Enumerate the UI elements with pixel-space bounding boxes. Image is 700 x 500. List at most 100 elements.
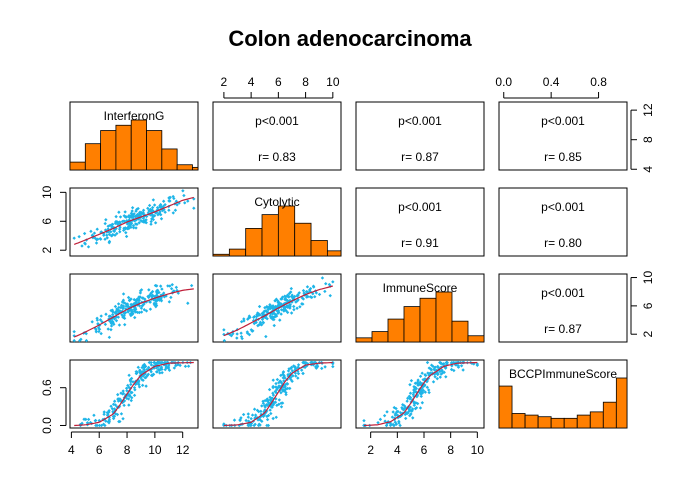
data-point [266, 413, 271, 418]
data-point [292, 307, 296, 312]
data-point [126, 397, 131, 401]
data-point [169, 295, 173, 300]
data-point [147, 288, 151, 292]
histogram-bar [326, 250, 342, 257]
data-point [289, 290, 293, 294]
data-point [328, 293, 332, 298]
panel-grid: InterferonG Cytolytic ImmuneScore BCCPImmun… [40, 75, 655, 457]
data-point [112, 322, 116, 326]
data-point [109, 223, 114, 227]
data-point [129, 398, 133, 403]
axis-tick-label: 10 [148, 443, 162, 457]
data-point [154, 284, 159, 288]
data-point [168, 284, 172, 288]
data-point [267, 305, 272, 309]
axis-tick-label: 0.0 [40, 417, 54, 434]
data-point [414, 406, 419, 410]
data-point [444, 375, 448, 379]
data-point [134, 226, 138, 230]
data-point [244, 418, 248, 423]
data-point [413, 385, 418, 390]
data-point [308, 286, 313, 291]
data-point [153, 298, 157, 302]
data-point [133, 306, 137, 310]
histogram-bar [100, 130, 117, 171]
data-point [131, 226, 136, 230]
variable-label-ImmuneScore: ImmuneScore [383, 281, 458, 295]
data-point [102, 410, 106, 414]
data-point [276, 311, 280, 315]
data-point [246, 412, 250, 416]
data-point [445, 360, 449, 365]
data-point [247, 423, 252, 427]
data-point [144, 384, 148, 388]
data-point [222, 423, 226, 427]
data-point [155, 289, 159, 293]
p-value-label: p<0.001 [255, 114, 299, 128]
data-point [159, 299, 164, 303]
data-point [186, 199, 190, 203]
data-point [130, 395, 134, 400]
data-point [408, 413, 412, 418]
variable-label-BCCPImmuneScore: BCCPImmuneScore [509, 367, 617, 381]
data-point [420, 401, 425, 405]
data-point [113, 233, 117, 237]
data-point [427, 366, 431, 370]
panel-frame-1-3 [498, 187, 628, 257]
axis-tick-label: 8 [302, 75, 309, 89]
data-point [411, 416, 415, 420]
data-point [72, 334, 76, 338]
data-point [411, 392, 415, 397]
data-point [111, 416, 116, 421]
data-point [116, 221, 121, 225]
r-value-label: r= 0.87 [401, 150, 439, 164]
data-point [265, 403, 270, 407]
data-point [408, 395, 413, 400]
data-point [273, 389, 277, 394]
histogram-bar [589, 411, 604, 429]
data-point [294, 300, 298, 304]
data-point [172, 366, 177, 370]
data-point [269, 411, 273, 416]
data-point [394, 413, 398, 417]
data-point [103, 237, 107, 241]
data-point [132, 393, 137, 398]
data-point [421, 377, 425, 382]
data-point [123, 210, 127, 214]
data-point [114, 318, 119, 323]
data-point [133, 388, 137, 392]
data-point [137, 221, 141, 225]
data-point [320, 366, 324, 371]
data-point [109, 404, 113, 409]
data-point [265, 398, 269, 403]
data-point [140, 377, 144, 382]
data-point [119, 303, 124, 307]
axis-tick-label: 2 [40, 247, 54, 254]
data-point [261, 401, 266, 406]
histogram-bar [245, 228, 263, 257]
data-point [155, 291, 159, 296]
data-point [156, 360, 160, 365]
data-point [124, 304, 128, 308]
histogram-bar [511, 413, 526, 429]
scatter-panel-ImmuneScore-BCCPImmuneScore [362, 360, 480, 428]
data-point [390, 415, 395, 419]
data-point [297, 291, 301, 295]
panel-frame-1-2 [355, 187, 485, 257]
data-point [109, 327, 113, 332]
data-point [405, 399, 409, 403]
data-point [186, 364, 191, 368]
data-point [231, 332, 235, 336]
data-point [158, 371, 162, 375]
data-point [456, 365, 461, 369]
data-point [317, 292, 322, 297]
data-point [276, 300, 280, 305]
data-point [146, 206, 150, 211]
histogram-bar [130, 119, 147, 171]
data-point [283, 387, 287, 392]
data-point [311, 284, 316, 288]
data-point [167, 196, 171, 200]
data-point [222, 338, 227, 343]
data-point [94, 328, 98, 332]
